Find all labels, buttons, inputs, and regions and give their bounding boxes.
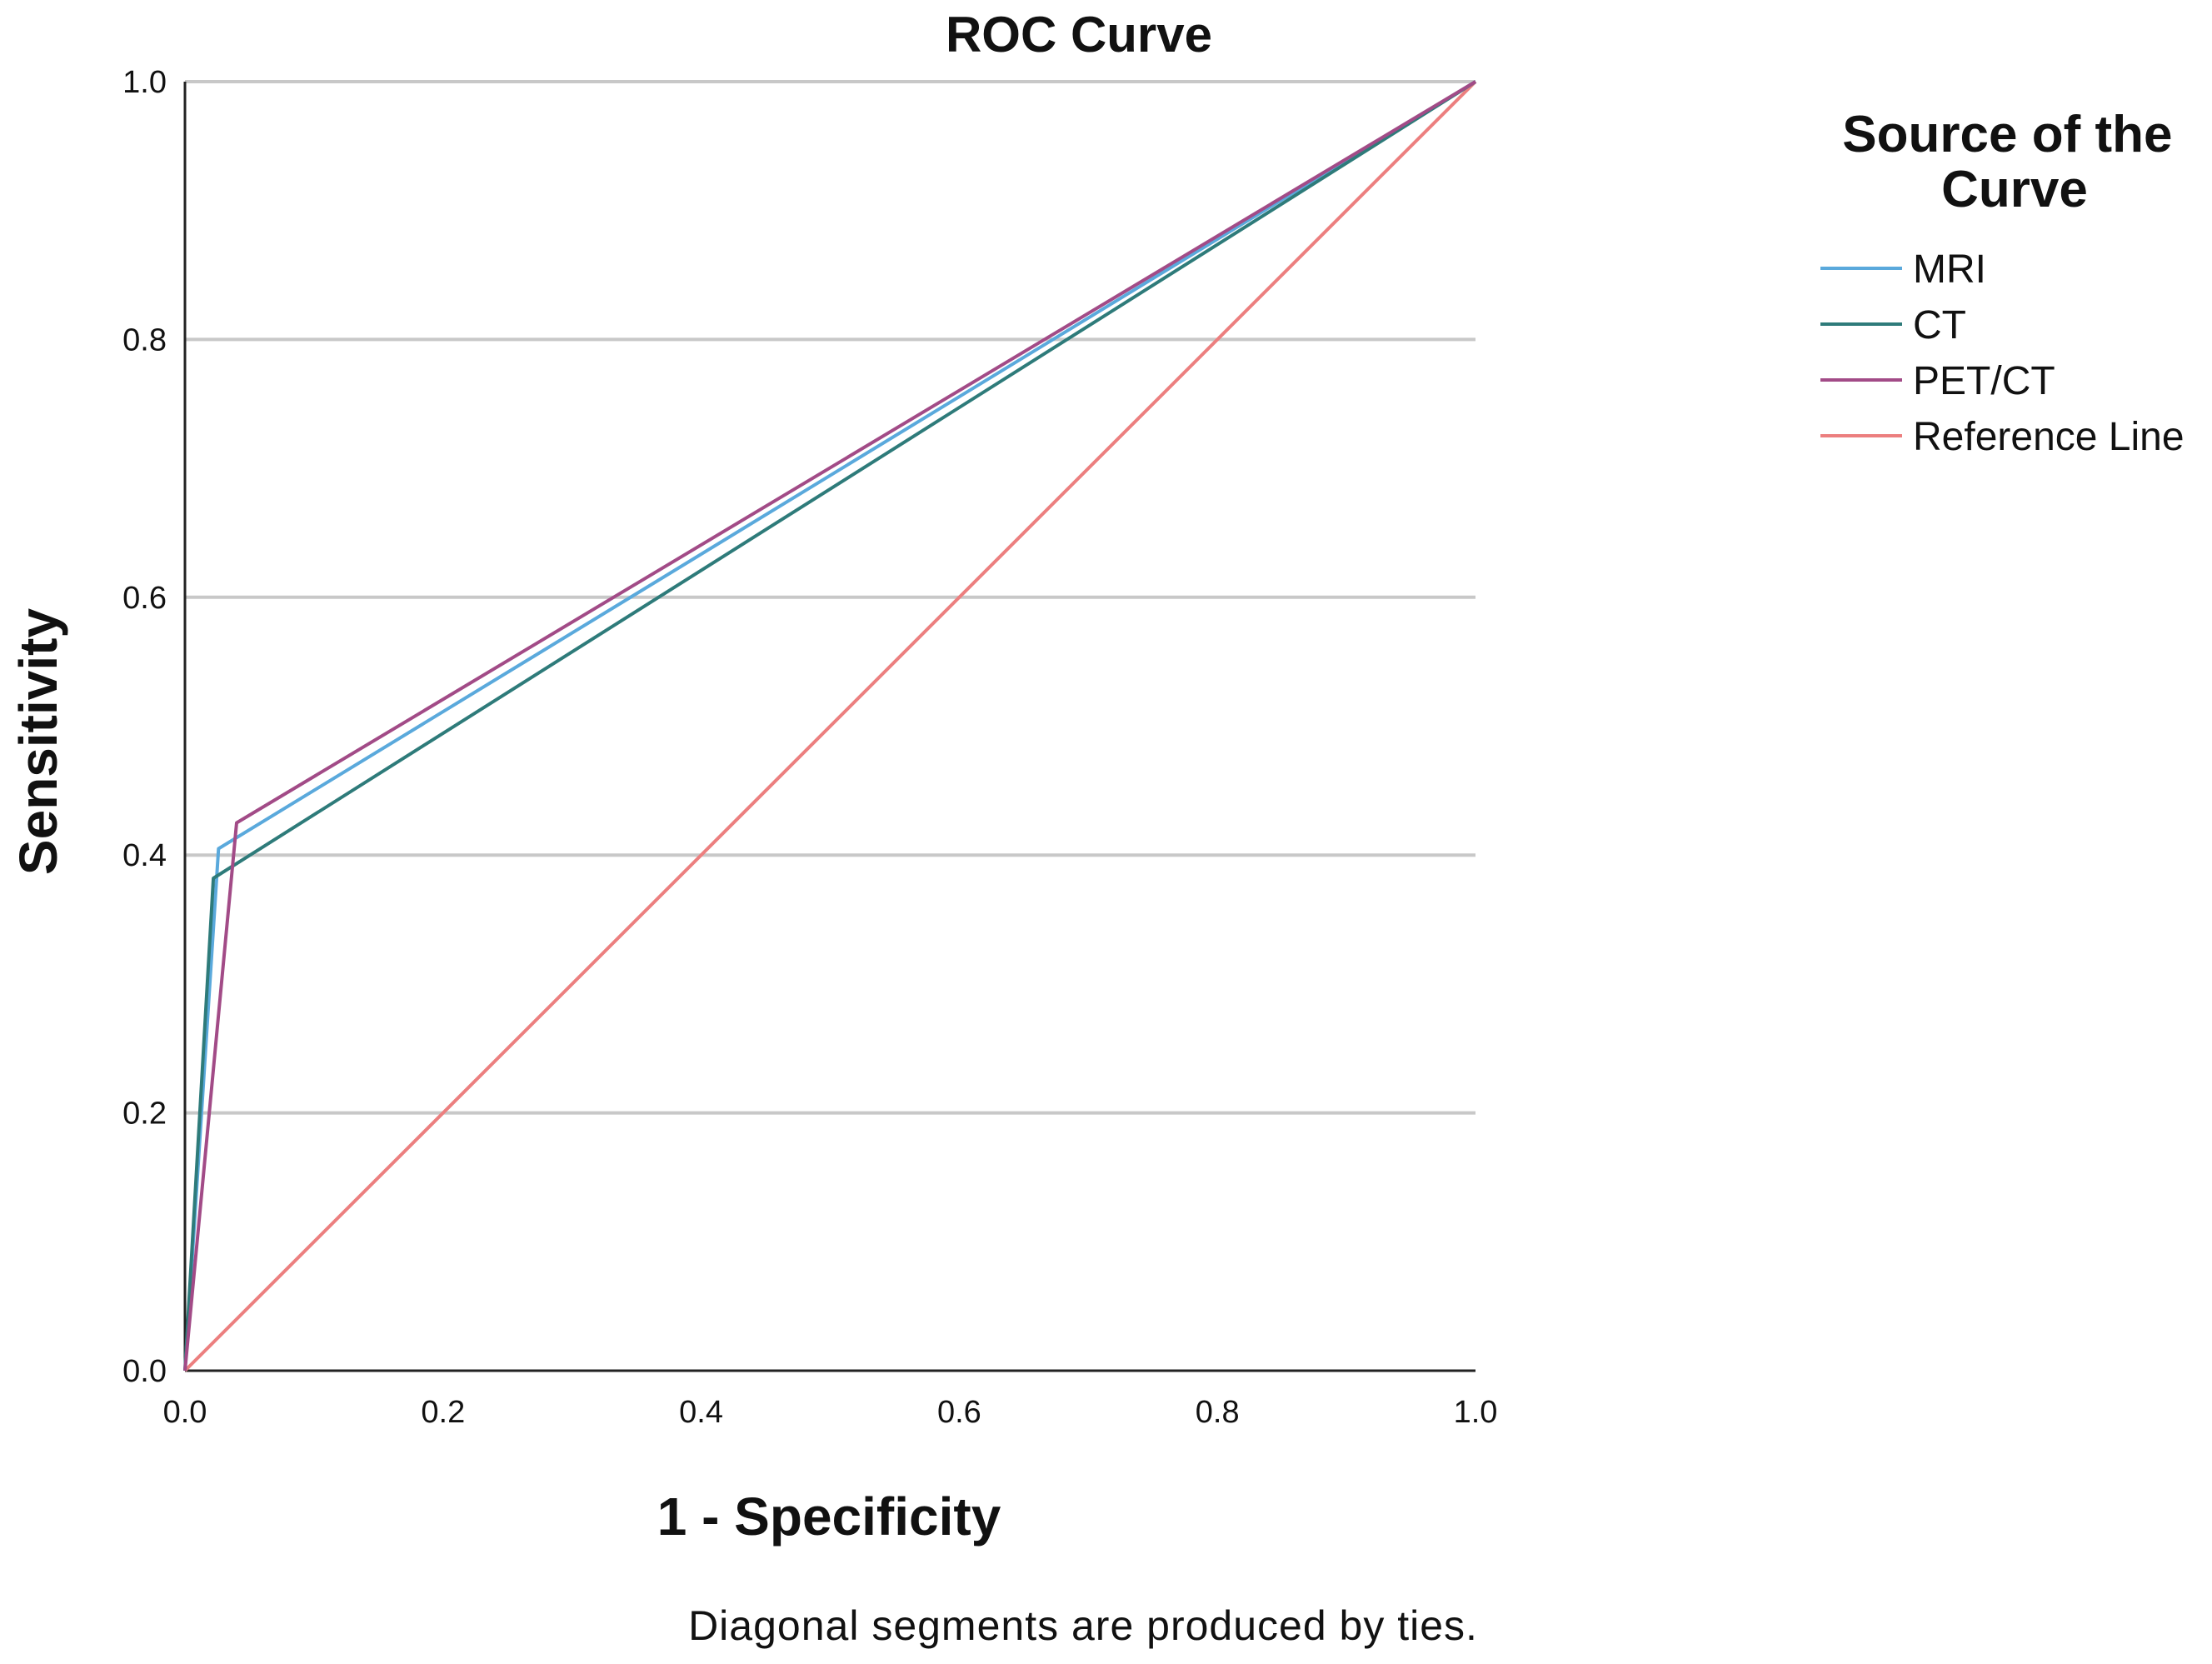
x-tick-label-2: 0.4 (679, 1395, 723, 1430)
x-tick-labels: 0.0 0.2 0.4 0.6 0.8 1.0 (163, 1395, 1498, 1430)
y-tick-label-2: 0.4 (122, 838, 167, 873)
grid-lines (185, 80, 1475, 1115)
y-tick-label-5: 1.0 (122, 65, 167, 100)
y-tick-label-4: 0.8 (122, 322, 167, 357)
x-tick-label-5: 1.0 (1454, 1395, 1498, 1430)
series-line-pet-ct (183, 80, 1477, 1372)
legend-title: Source of the Curve (1842, 106, 2186, 218)
legend-label-mri: MRI (1913, 247, 1986, 292)
legend-title-line-2: Curve (1941, 161, 2088, 218)
legend-label-ct: CT (1913, 303, 1966, 347)
series-line-reference-line (183, 80, 1477, 1372)
y-tick-labels: 0.0 0.2 0.4 0.6 0.8 1.0 (122, 65, 167, 1389)
x-tick-label-0: 0.0 (163, 1395, 207, 1430)
y-axis-title: Sensitivity (8, 608, 68, 876)
chart-title: ROC Curve (946, 7, 1212, 62)
x-tick-label-3: 0.6 (937, 1395, 981, 1430)
y-tick-label-3: 0.6 (122, 581, 167, 616)
series-lines (183, 80, 1477, 1372)
x-tick-label-1: 0.2 (421, 1395, 465, 1430)
chart-footnote: Diagonal segments are produced by ties. (688, 1602, 1478, 1649)
series-line-ct (183, 80, 1477, 1372)
legend-label-reference-line: Reference Line (1913, 415, 2185, 459)
x-axis-title: 1 - Specificity (657, 1487, 1001, 1547)
legend-title-line-1: Source of the (1842, 106, 2172, 163)
x-tick-label-4: 0.8 (1196, 1395, 1240, 1430)
legend: Source of the Curve MRI CT PET/CT Reference… (1820, 106, 2186, 459)
legend-items: MRI CT PET/CT Reference Line (1820, 247, 2185, 459)
y-tick-label-1: 0.2 (122, 1097, 167, 1132)
y-tick-label-0: 0.0 (122, 1354, 167, 1389)
legend-label-pet-ct: PET/CT (1913, 359, 2055, 403)
